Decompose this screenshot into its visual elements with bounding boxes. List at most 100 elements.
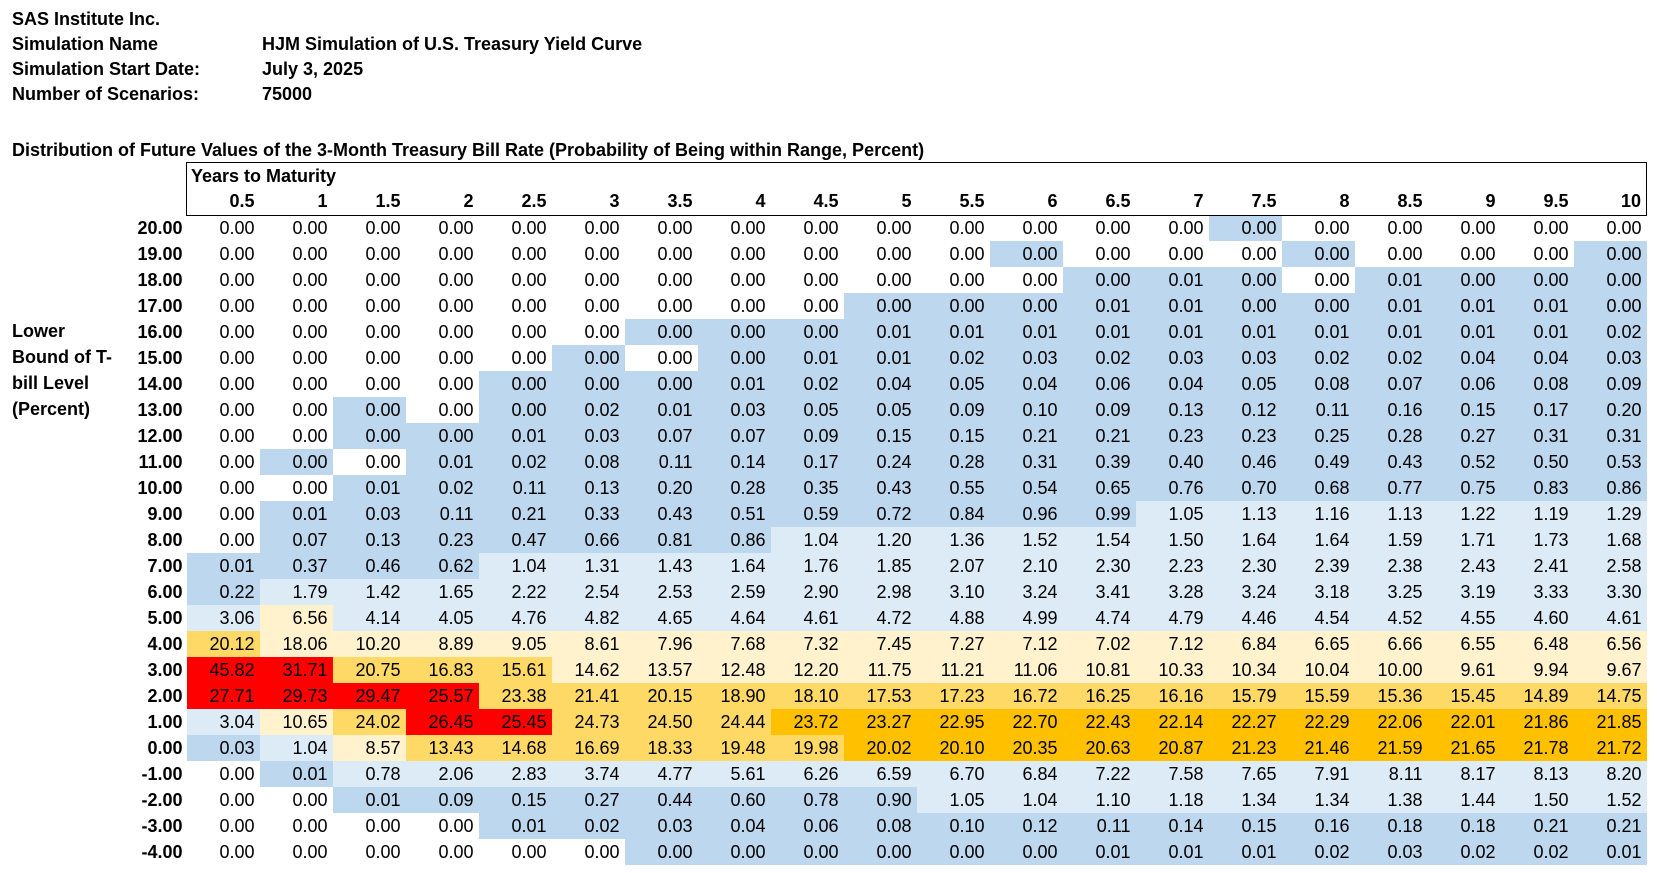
heatmap-cell: 0.00	[332, 345, 406, 371]
heatmap-cell: 0.00	[843, 215, 917, 241]
heatmap-cell: 0.09	[770, 423, 844, 449]
heatmap-cell: 6.26	[770, 761, 844, 787]
heatmap-cell: 6.55	[1427, 631, 1501, 657]
table-row: -2.00 0.00 0.00 0.01 0.09 0.15 0.27 0.44 0.60 0.7…	[120, 787, 1647, 813]
heatmap-cell: 0.00	[551, 345, 625, 371]
heatmap-cell: 0.05	[843, 397, 917, 423]
heatmap-cell: 1.79	[259, 579, 333, 605]
heatmap-cell: 0.00	[186, 319, 260, 345]
heatmap-cell: 0.00	[186, 423, 260, 449]
heatmap-cell: 22.95	[916, 709, 990, 735]
heatmap-cell: 0.28	[697, 475, 771, 501]
heatmap-cell: 0.00	[1500, 215, 1574, 241]
heatmap-cell: 0.00	[332, 397, 406, 423]
heatmap-cell: 0.00	[697, 293, 771, 319]
heatmap-cell: 0.21	[478, 501, 552, 527]
heatmap-cell: 0.00	[259, 449, 333, 475]
heatmap-cell: 0.00	[1062, 241, 1136, 267]
heatmap-cell: 0.00	[1281, 241, 1355, 267]
heatmap-cell: 7.02	[1062, 631, 1136, 657]
heatmap-cell: 1.05	[916, 787, 990, 813]
scenarios-label: Number of Scenarios:	[12, 84, 200, 104]
heatmap-cell: 0.00	[1208, 215, 1282, 241]
heatmap-cell: 0.15	[1208, 813, 1282, 839]
y-axis-title: Lower Bound of T-bill Level (Percent)	[12, 321, 112, 419]
heatmap-cell: 16.69	[551, 735, 625, 761]
heatmap-cell: 13.57	[624, 657, 698, 683]
heatmap-cell: 9.05	[478, 631, 552, 657]
heatmap-cell: 2.54	[551, 579, 625, 605]
heatmap-cell: 0.00	[332, 293, 406, 319]
heatmap-cell: 0.00	[1281, 293, 1355, 319]
heatmap-cell: 0.07	[259, 527, 333, 553]
heatmap-cell: 1.43	[624, 553, 698, 579]
heatmap-cell: 0.13	[551, 475, 625, 501]
heatmap-cell: 4.74	[1062, 605, 1136, 631]
heatmap-cell: 0.22	[186, 579, 260, 605]
table-row: 7.00 0.01 0.37 0.46 0.62 1.04 1.31 1.43 1.64 1.76…	[120, 553, 1647, 579]
heatmap-cell: 0.00	[697, 345, 771, 371]
heatmap-cell: 12.48	[697, 657, 771, 683]
heatmap-cell: 1.29	[1573, 501, 1647, 527]
heatmap-cell: 0.18	[1427, 813, 1501, 839]
heatmap-cell: 0.00	[259, 319, 333, 345]
heatmap-cell: 17.53	[843, 683, 917, 709]
heatmap-cell: 2.43	[1427, 553, 1501, 579]
heatmap-cell: 6.70	[916, 761, 990, 787]
row-label: 10.00	[137, 477, 183, 498]
row-label: 9.00	[147, 503, 183, 524]
table-row: 19.00 0.00 0.00 0.00 0.00 0.00 0.00 0.00 0.00 0.0…	[120, 241, 1647, 267]
heatmap-cell: 0.00	[405, 371, 479, 397]
heatmap-cell: 0.00	[1208, 267, 1282, 293]
heatmap-cell: 1.04	[989, 787, 1063, 813]
table-row: 14.00 0.00 0.00 0.00 0.00 0.00 0.00 0.00 0.01 0.0…	[120, 371, 1647, 397]
heatmap-cell: 0.51	[697, 501, 771, 527]
heatmap-cell: 4.05	[405, 605, 479, 631]
heatmap-cell: 0.03	[551, 423, 625, 449]
heatmap-cell: 0.01	[624, 397, 698, 423]
heatmap-cell: 7.45	[843, 631, 917, 657]
heatmap-cell: 0.01	[478, 423, 552, 449]
heatmap-cell: 0.03	[1573, 345, 1647, 371]
heatmap-cell: 0.00	[624, 267, 698, 293]
row-label: 1.00	[147, 711, 183, 732]
heatmap-cell: 0.05	[916, 371, 990, 397]
heatmap-cell: 21.23	[1208, 735, 1282, 761]
column-header: 1	[259, 189, 333, 216]
heatmap-cell: 0.03	[1135, 345, 1209, 371]
column-header: 0.5	[186, 189, 260, 216]
heatmap-cell: 23.38	[478, 683, 552, 709]
heatmap-cell: 0.96	[989, 501, 1063, 527]
heatmap-cell: 10.65	[259, 709, 333, 735]
heatmap-cell: 16.83	[405, 657, 479, 683]
heatmap-cell: 0.00	[259, 839, 333, 865]
heatmap-cell: 7.22	[1062, 761, 1136, 787]
heatmap-cell: 0.31	[1500, 423, 1574, 449]
heatmap-cell: 0.00	[1062, 215, 1136, 241]
heatmap-cell: 0.00	[843, 839, 917, 865]
heatmap-cell: 0.01	[1500, 293, 1574, 319]
heatmap-cell: 0.00	[989, 241, 1063, 267]
heatmap-cell: 45.82	[186, 657, 260, 683]
heatmap-cell: 4.14	[332, 605, 406, 631]
heatmap-cell: 0.62	[405, 553, 479, 579]
heatmap-cell: 12.20	[770, 657, 844, 683]
heatmap-cell: 0.00	[1281, 267, 1355, 293]
heatmap-cell: 1.19	[1500, 501, 1574, 527]
table-row: 15.00 0.00 0.00 0.00 0.00 0.00 0.00 0.00 0.00 0.0…	[120, 345, 1647, 371]
heatmap-cell: 2.98	[843, 579, 917, 605]
heatmap-cell: 0.01	[1354, 319, 1428, 345]
heatmap-cell: 0.02	[916, 345, 990, 371]
scenarios-value: 75000	[262, 84, 313, 104]
heatmap-cell: 0.00	[478, 319, 552, 345]
row-label: 7.00	[147, 555, 183, 576]
table-row: 1.00 3.04 10.65 24.02 26.45 25.45 24.73 24.50 24…	[120, 709, 1647, 735]
heatmap-cell: 6.84	[1208, 631, 1282, 657]
heatmap-cell: 0.59	[770, 501, 844, 527]
heatmap-cell: 0.00	[916, 215, 990, 241]
heatmap-cell: 4.82	[551, 605, 625, 631]
heatmap-cell: 16.72	[989, 683, 1063, 709]
heatmap-cell: 0.00	[1135, 215, 1209, 241]
heatmap-cell: 0.99	[1062, 501, 1136, 527]
heatmap-cell: 3.18	[1281, 579, 1355, 605]
